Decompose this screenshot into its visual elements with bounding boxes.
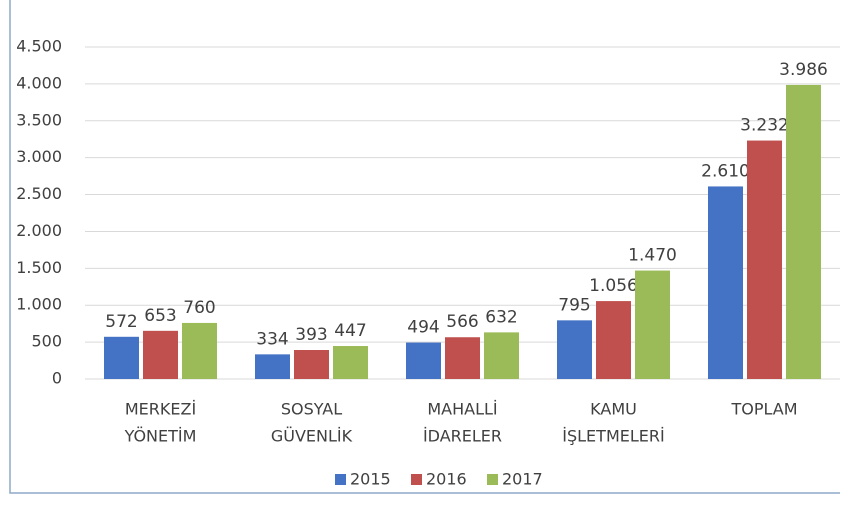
value-label: 653 [144,306,176,326]
bar [596,301,631,379]
bar [104,336,139,379]
value-label: 494 [407,318,439,338]
y-tick-label: 3.500 [16,110,62,129]
y-tick-label: 1.500 [16,258,62,277]
y-tick-label: 4.000 [16,73,62,92]
value-label: 572 [105,312,137,332]
bar [143,330,178,379]
y-tick-label: 4.500 [16,37,62,56]
bar [786,84,821,379]
x-tick-label: SOSYAL [281,400,342,419]
legend-label: 2016 [426,470,467,489]
legend-label: 2017 [502,470,543,489]
bar [708,186,743,379]
x-tick-label: İDARELER [423,427,502,446]
value-label: 1.470 [628,246,677,266]
bar [294,350,329,379]
y-tick-label: 1.000 [16,295,62,314]
x-tick-label: MERKEZİ [125,400,196,419]
value-label: 3.232 [740,116,789,136]
bar [406,342,441,379]
bar [557,320,592,379]
bar [484,332,519,379]
x-tick-label: TOPLAM [730,400,797,419]
y-tick-label: 0 [52,369,62,388]
value-label: 566 [446,312,478,332]
legend-swatch [335,474,346,485]
value-label: 795 [558,295,590,315]
legend-label: 2015 [350,470,391,489]
value-label: 632 [485,307,517,327]
x-tick-label: İŞLETMELERİ [562,427,664,446]
y-tick-label: 2.500 [16,184,62,203]
bar [747,140,782,379]
value-label: 447 [334,321,366,341]
value-label: 760 [183,298,215,318]
value-label: 393 [295,325,327,345]
y-tick-label: 500 [31,332,62,351]
value-label: 1.056 [589,276,638,296]
y-tick-label: 3.000 [16,147,62,166]
bar [445,337,480,379]
y-tick-label: 2.000 [16,221,62,240]
bar [333,346,368,379]
x-tick-label: GÜVENLİK [271,427,353,446]
bar [182,322,217,379]
legend-swatch [411,474,422,485]
x-tick-label: MAHALLİ [427,400,497,419]
x-tick-label: KAMU [590,400,637,419]
chart-frame [9,0,840,494]
x-tick-label: YÖNETİM [124,427,197,446]
value-label: 2.610 [701,161,750,181]
bar [255,354,290,379]
legend-swatch [487,474,498,485]
value-label: 334 [256,329,288,349]
bar [635,270,670,379]
value-label: 3.986 [779,60,828,80]
